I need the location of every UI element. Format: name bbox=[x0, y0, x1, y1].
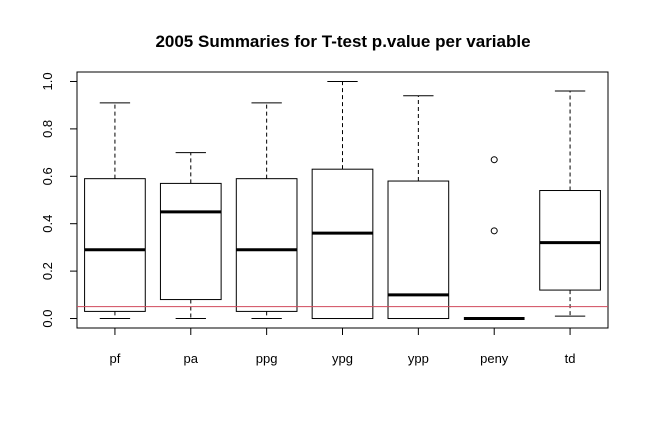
x-tick-label: td bbox=[565, 351, 576, 366]
x-tick-label: peny bbox=[480, 351, 509, 366]
box bbox=[159, 182, 222, 301]
x-tick-label: ppg bbox=[256, 351, 278, 366]
box bbox=[235, 178, 298, 312]
x-tick-label: pa bbox=[184, 351, 199, 366]
x-tick-label: ypg bbox=[332, 351, 353, 366]
box bbox=[387, 180, 450, 320]
y-tick-label: 0.6 bbox=[40, 167, 55, 185]
y-tick-label: 0.4 bbox=[40, 215, 55, 233]
y-tick-label: 1.0 bbox=[40, 72, 55, 90]
box bbox=[84, 178, 146, 312]
box-ypg bbox=[311, 80, 374, 320]
box-peny bbox=[463, 156, 525, 321]
box-td bbox=[539, 90, 601, 317]
box-pf bbox=[84, 102, 146, 320]
outlier-point bbox=[490, 227, 498, 235]
y-tick-label: 0.0 bbox=[40, 309, 55, 327]
x-tick-label: pf bbox=[110, 351, 121, 366]
outlier-point bbox=[490, 156, 498, 164]
x-tick-label: ypp bbox=[408, 351, 429, 366]
box bbox=[539, 190, 601, 291]
box-ppg bbox=[235, 102, 298, 320]
box-ypp bbox=[387, 95, 450, 320]
y-tick-label: 0.8 bbox=[40, 120, 55, 138]
y-tick-label: 0.2 bbox=[40, 262, 55, 280]
box bbox=[311, 168, 374, 320]
box-pa bbox=[159, 152, 222, 320]
chart-title: 2005 Summaries for T-test p.value per va… bbox=[155, 32, 530, 51]
plot-area: 0.0 0.2 0.4 0.6 0.8 1.0 pf pa ppg ypg ypp peny td bbox=[40, 71, 609, 366]
